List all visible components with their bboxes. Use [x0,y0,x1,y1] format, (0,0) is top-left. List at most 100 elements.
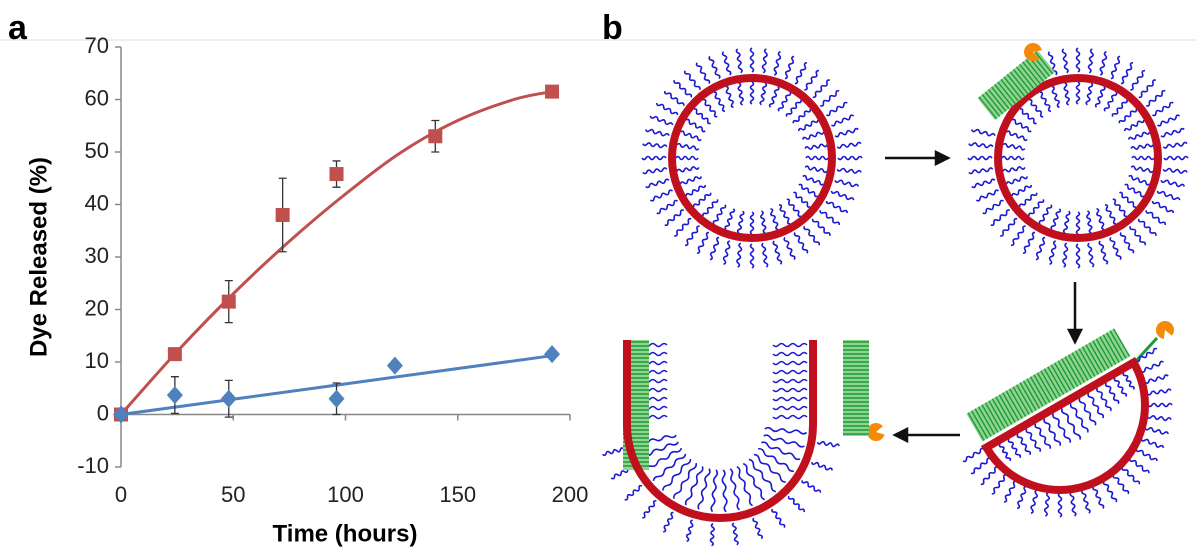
lipid-tail [685,519,694,543]
lipid-tail [1146,388,1172,396]
marker [544,345,561,364]
lipid-tail [695,62,711,84]
peptide-stripe [967,412,985,441]
marker [545,84,560,99]
lipid-tail [1003,480,1017,503]
lipid-tail [805,155,829,161]
lipid-tail [1119,232,1135,254]
peptide-stripe [1088,342,1106,371]
lipid-tail [1018,192,1038,207]
lipid-tail [797,119,819,132]
lipid-tail [685,184,707,197]
lipid-tail [736,242,743,268]
lipid-tail [624,484,643,501]
peptide-stripe [977,406,996,435]
lipid-tail [764,426,808,435]
marker [386,356,403,375]
lipid-tail [655,102,679,116]
lipid-tail [708,55,721,79]
lipid-tail [724,208,736,230]
lipid-tail [1086,210,1093,234]
lipid-tail [710,469,719,513]
peptide-stripe [1057,360,1075,389]
lipid-tail [649,189,673,202]
lipid-tail [721,51,732,76]
membrane [623,340,817,522]
lipid-tail [1118,109,1138,124]
lipid-tail [770,207,779,231]
lipid-tail [1029,98,1044,118]
lipid-tail [777,91,792,112]
peptide-stripe [1002,392,1020,421]
diagram [602,43,1189,547]
peptide-stripe [1078,348,1096,377]
lipid-tail [1075,81,1081,105]
lipid-tail [1138,79,1156,99]
panel-label: b [602,9,623,47]
x-tick-label: 0 [115,482,127,507]
y-tick-label: 70 [85,33,109,58]
lipid-tail [1135,347,1158,363]
lipid-tail [1034,423,1052,449]
x-tick-label: 100 [327,482,364,507]
peptide-stripe [984,402,1003,431]
lipid-tail [1110,55,1121,80]
lipid-tail [980,466,998,486]
lipid-tail [1163,155,1189,161]
lipid-tail [763,434,805,448]
marker [328,389,345,408]
peptide-stripe [984,91,1004,115]
lipid-tail [784,55,795,80]
lipid-tail [819,210,841,226]
lipid-tail [1075,211,1081,235]
lipid-tail [787,496,806,513]
lipid-tail [1011,184,1033,197]
peptide-stripe [995,396,1013,425]
lipid-tail [803,225,821,246]
peptide-stripe [1033,374,1051,403]
lipid-tail [662,458,692,491]
peptide-block [843,340,869,436]
lipid-tail [644,447,683,471]
lipid-tail [792,109,812,124]
lipid-tail [785,99,802,117]
peptide-stripe [1064,356,1082,385]
lipid-tail [1146,414,1172,422]
peptide-stripe [1029,376,1048,405]
lipid-tail [778,203,791,225]
peptide-stripe [1009,388,1027,417]
peptide-stripe [988,400,1006,429]
lipid-tail [802,174,824,186]
lipid-tail [1145,89,1166,107]
lipid-tail [752,517,764,540]
lipid-tail [1016,433,1032,456]
lipid-tail [1137,218,1157,236]
lipid-tail [1160,179,1186,188]
lipid-tail [758,447,794,472]
lipid-tail [749,81,755,105]
lipid-tail [1096,387,1112,412]
peptide-stripe [981,404,999,433]
lipid-tail [1050,208,1062,230]
lipid-tail [982,199,1004,215]
lipid-tail [1119,191,1137,208]
lipid-tail [772,351,808,357]
lipid-tail [729,468,741,511]
lipid-tail [836,167,862,174]
lipid-tail [742,462,766,501]
lipid-tail [812,79,830,99]
lipid-tail [801,131,825,140]
lipid-tail [1152,101,1174,117]
lipid-tail [772,387,808,393]
peptide-stripe [991,398,1009,427]
membrane [668,74,836,242]
peptide-stripe [974,408,992,437]
lipid-tail [1122,372,1135,390]
lipid-tail [644,128,670,137]
lipid-tail [1130,165,1154,174]
lipid-tail [684,225,700,247]
lipid-tail [761,48,768,74]
lipid-tail [610,466,632,480]
lipid-tail [970,128,996,137]
